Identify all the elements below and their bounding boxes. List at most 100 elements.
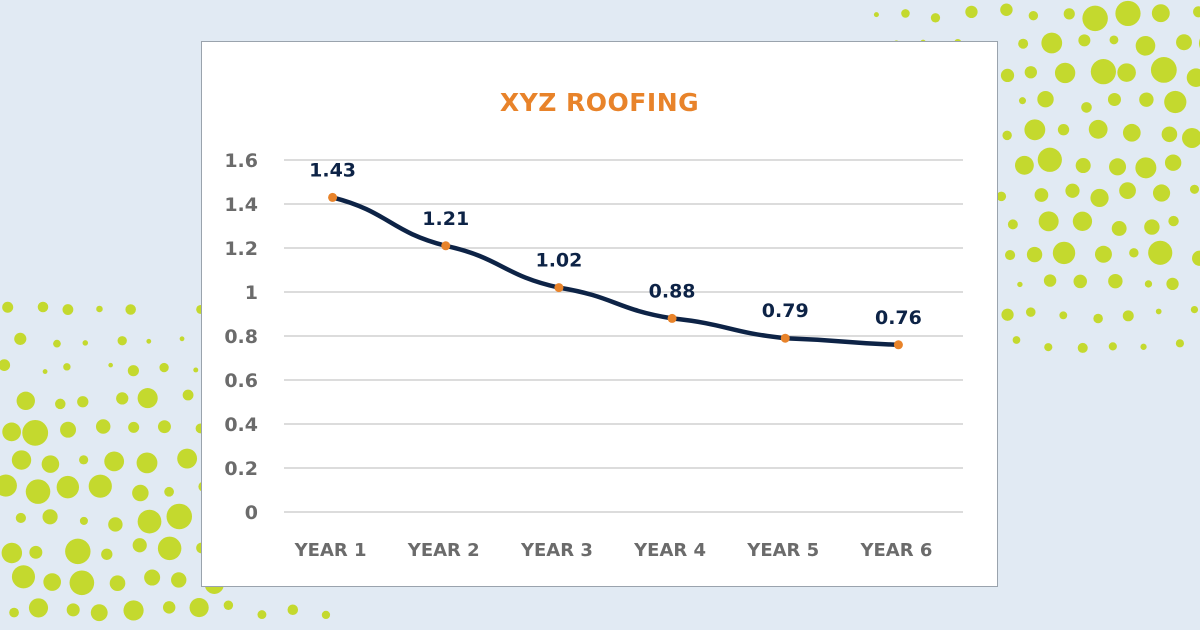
dot	[1072, 211, 1093, 231]
dot	[1108, 342, 1117, 351]
dot	[1150, 56, 1177, 83]
dot	[56, 475, 80, 499]
dot	[128, 421, 140, 433]
dot	[1155, 308, 1162, 315]
dot	[1161, 126, 1178, 143]
dot	[22, 419, 49, 446]
dot	[1168, 215, 1179, 227]
dot	[1193, 6, 1200, 18]
dot	[132, 538, 147, 553]
dot	[1176, 34, 1192, 51]
dot	[1186, 68, 1200, 88]
dot	[1078, 34, 1091, 47]
dot	[1007, 219, 1018, 230]
dot	[1135, 35, 1156, 56]
dot	[127, 365, 139, 377]
dot	[257, 610, 267, 620]
data-point	[328, 192, 338, 202]
dot	[1115, 0, 1141, 27]
x-tick-label: YEAR 1	[294, 540, 367, 561]
dot	[1043, 274, 1057, 287]
dot	[1111, 221, 1127, 236]
dot	[1059, 311, 1068, 320]
dot	[1012, 336, 1021, 344]
dot	[1081, 102, 1092, 113]
dot	[1144, 219, 1160, 235]
dot	[144, 569, 161, 586]
dot	[1044, 343, 1053, 352]
dot	[164, 486, 174, 497]
dot	[96, 305, 103, 313]
dot	[1025, 307, 1036, 317]
dot	[1094, 245, 1112, 263]
x-tick-label: YEAR 2	[407, 540, 480, 561]
dot	[1135, 157, 1157, 179]
dot	[1038, 211, 1059, 232]
dot	[901, 9, 910, 18]
dot	[0, 474, 17, 497]
dot	[1052, 241, 1076, 265]
dot	[179, 336, 185, 342]
dot	[930, 13, 941, 23]
dot	[873, 12, 879, 18]
data-label: 0.88	[649, 280, 696, 302]
data-label: 0.76	[875, 307, 922, 329]
line-chart: 0 0.2 0.4 0.6 0.8 1 1.2 1.4 1.6 YEAR 1 YEAR 2 YEAR …	[224, 150, 963, 561]
dot	[1122, 123, 1141, 142]
dot	[1129, 248, 1139, 258]
chart-card: XYZ ROOFING 0 0.2 0.4 0.6 0.8 1 1.2 1.4 1.6 YEAR …	[201, 41, 998, 587]
dot	[79, 455, 89, 465]
dot	[1117, 63, 1136, 82]
dot	[62, 304, 74, 315]
dot	[1140, 343, 1147, 350]
dot	[88, 474, 112, 498]
data-point	[667, 313, 677, 323]
dot	[1041, 32, 1063, 54]
dot	[1026, 246, 1043, 263]
dot	[41, 455, 60, 473]
dot	[1017, 281, 1023, 288]
y-tick-label: 1.2	[224, 238, 258, 260]
data-point	[554, 283, 564, 293]
dot	[1037, 147, 1062, 172]
dot	[1192, 250, 1200, 266]
dot	[1164, 90, 1187, 114]
dot	[287, 604, 299, 616]
dot	[171, 572, 187, 588]
dot	[1107, 93, 1121, 107]
dot	[1088, 119, 1108, 139]
dot	[1082, 5, 1108, 32]
dot	[146, 338, 152, 344]
data-point	[441, 241, 451, 251]
dot	[15, 512, 26, 524]
dot	[1119, 182, 1136, 199]
series-line	[330, 195, 901, 348]
dot	[1090, 59, 1116, 85]
dot	[60, 421, 77, 438]
dot	[42, 509, 58, 525]
dot	[996, 191, 1007, 202]
x-tick-label: YEAR 3	[520, 540, 593, 561]
dot	[1109, 158, 1127, 176]
dot	[43, 573, 61, 591]
dot	[82, 340, 89, 346]
dot	[11, 450, 32, 470]
dot	[1108, 273, 1123, 289]
dot	[117, 336, 127, 346]
dot	[1057, 124, 1070, 136]
dot	[157, 420, 171, 434]
dot	[2, 301, 14, 313]
dot	[2, 422, 21, 442]
dot	[321, 610, 331, 620]
dot	[965, 5, 978, 18]
dot	[1024, 119, 1046, 141]
dot	[53, 339, 61, 348]
dot	[109, 575, 126, 592]
dot	[136, 452, 158, 474]
dot	[189, 597, 209, 618]
dot	[1005, 250, 1016, 261]
dot	[1189, 184, 1200, 194]
dot	[108, 362, 113, 368]
dot	[104, 451, 125, 472]
dot	[1001, 308, 1014, 321]
